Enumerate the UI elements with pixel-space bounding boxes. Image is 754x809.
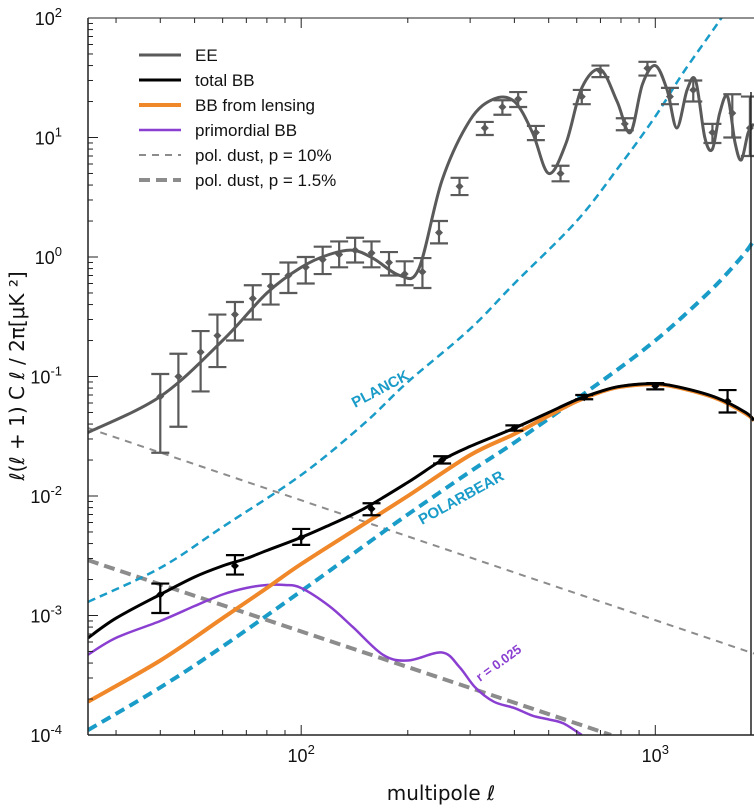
data-point <box>418 267 427 276</box>
y-tick-label: 102 <box>35 5 62 29</box>
data-point <box>531 128 540 137</box>
data-point <box>367 249 376 258</box>
data-point <box>510 424 519 433</box>
data-point <box>708 128 717 137</box>
axes-layer <box>87 17 754 736</box>
data-point <box>723 397 732 406</box>
data-point <box>596 67 605 76</box>
legend-item-pol-dust-p-1-5: pol. dust, p = 1.5% <box>139 171 336 190</box>
data-point <box>577 92 586 101</box>
legend-label: BB from lensing <box>195 96 315 115</box>
data-point <box>156 392 165 401</box>
legend-label: total BB <box>195 71 255 90</box>
legend-label: pol. dust, p = 1.5% <box>195 171 336 190</box>
data-point <box>301 263 310 272</box>
errorbar-layer <box>151 60 754 615</box>
legend-item-bb-from-lensing: BB from lensing <box>139 96 315 115</box>
series-pol-dust-p-1-5 <box>88 558 612 735</box>
y-tick-label: 10-1 <box>30 364 62 388</box>
y-tick-label: 10-2 <box>30 483 62 507</box>
data-point <box>556 169 565 178</box>
data-point <box>434 228 443 237</box>
data-point <box>665 92 674 101</box>
data-point <box>438 456 447 465</box>
data-point <box>514 94 523 103</box>
data-point <box>230 561 239 570</box>
x-tick-label: 103 <box>642 742 669 766</box>
series-primordial-bb <box>88 583 583 735</box>
data-point <box>284 271 293 280</box>
series-planck <box>88 18 723 604</box>
data-point <box>196 348 205 357</box>
x-tick-label: 102 <box>288 742 315 766</box>
data-point <box>455 182 464 191</box>
data-point <box>318 255 327 264</box>
data-point <box>174 372 183 381</box>
data-point <box>689 85 698 94</box>
legend-label: primordial BB <box>195 121 297 140</box>
plot-background <box>88 18 754 735</box>
data-point <box>745 124 754 133</box>
legend-label: EE <box>195 46 218 65</box>
y-tick-label: 101 <box>35 125 62 149</box>
series-polarbear <box>88 238 754 732</box>
series-ee <box>88 64 754 434</box>
y-tick-label: 10-4 <box>30 722 62 746</box>
x-axis-label: multipole ℓ <box>387 781 496 805</box>
y-tick-label: 10-3 <box>30 603 62 627</box>
data-point <box>156 590 165 599</box>
series-layer <box>88 18 754 735</box>
series-pol-dust-p-10 <box>88 427 754 655</box>
ticklabel-layer: 102 103 102 101 100 10-1 10-2 10-3 10-4 <box>30 5 669 766</box>
data-point <box>498 102 507 111</box>
data-point <box>580 393 589 402</box>
data-point <box>351 246 360 255</box>
data-point <box>297 533 306 542</box>
data-point <box>400 270 409 279</box>
data-point <box>367 504 376 513</box>
data-point <box>643 64 652 73</box>
data-point <box>335 250 344 259</box>
y-axis-label: ℓ(ℓ + 1) C ℓ / 2π[μK ²] <box>5 271 29 481</box>
data-point <box>213 331 222 340</box>
data-point <box>651 382 660 391</box>
data-point <box>384 258 393 267</box>
errorbars-ee <box>151 60 754 454</box>
legend-item-total-bb: total BB <box>139 71 255 90</box>
legend-item-ee: EE <box>139 46 218 65</box>
legend: EE total BB BB from lensing primordial BB po… <box>139 46 336 190</box>
data-point <box>248 294 257 303</box>
legend-label: pol. dust, p = 10% <box>195 146 332 165</box>
data-point <box>620 119 629 128</box>
legend-item-primordial-bb: primordial BB <box>139 121 297 140</box>
legend-item-pol-dust-p-10: pol. dust, p = 10% <box>139 146 332 165</box>
data-point <box>480 124 489 133</box>
y-tick-label: 100 <box>35 244 62 268</box>
data-point <box>266 282 275 291</box>
data-point <box>728 109 737 118</box>
data-point <box>230 310 239 319</box>
errorbars-total-bb <box>151 382 737 615</box>
